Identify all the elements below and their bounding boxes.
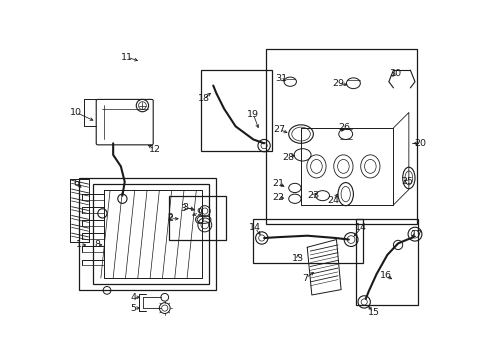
Text: 1: 1 xyxy=(76,240,82,249)
Text: 20: 20 xyxy=(413,139,426,148)
Text: 24: 24 xyxy=(327,196,339,205)
Text: 13: 13 xyxy=(291,254,304,263)
Text: 18: 18 xyxy=(198,94,210,103)
Text: 8: 8 xyxy=(95,240,101,249)
Text: 17: 17 xyxy=(410,230,422,239)
Text: 9: 9 xyxy=(196,208,202,217)
Text: 25: 25 xyxy=(401,177,412,186)
Text: 2: 2 xyxy=(167,214,173,223)
Bar xyxy=(356,219,417,305)
Text: 11: 11 xyxy=(121,53,133,62)
Text: 4: 4 xyxy=(130,293,136,302)
Text: 30: 30 xyxy=(388,69,400,78)
Text: 2: 2 xyxy=(167,213,173,222)
Text: 21: 21 xyxy=(271,179,284,188)
Text: 14: 14 xyxy=(354,224,366,233)
Bar xyxy=(93,184,208,284)
Text: 22: 22 xyxy=(271,193,284,202)
Text: 3: 3 xyxy=(182,203,188,212)
Text: 16: 16 xyxy=(379,271,391,280)
Text: 5: 5 xyxy=(130,303,136,312)
Bar xyxy=(79,178,216,289)
Bar xyxy=(253,219,362,263)
Text: 3→: 3→ xyxy=(180,204,193,213)
Text: 26: 26 xyxy=(338,123,349,132)
Text: 10: 10 xyxy=(70,108,82,117)
Text: 28: 28 xyxy=(282,153,294,162)
Text: 23: 23 xyxy=(306,191,319,200)
Text: 19: 19 xyxy=(247,109,259,118)
Bar xyxy=(266,49,416,224)
Text: 15: 15 xyxy=(366,308,379,317)
Text: 6: 6 xyxy=(73,179,79,188)
Bar xyxy=(201,70,271,151)
Text: 31: 31 xyxy=(274,74,286,83)
Text: 7: 7 xyxy=(302,274,308,283)
Text: 27: 27 xyxy=(273,125,285,134)
Bar xyxy=(168,195,225,239)
Text: 12: 12 xyxy=(148,145,161,154)
Text: 29: 29 xyxy=(331,79,343,88)
Text: 14: 14 xyxy=(248,224,260,233)
